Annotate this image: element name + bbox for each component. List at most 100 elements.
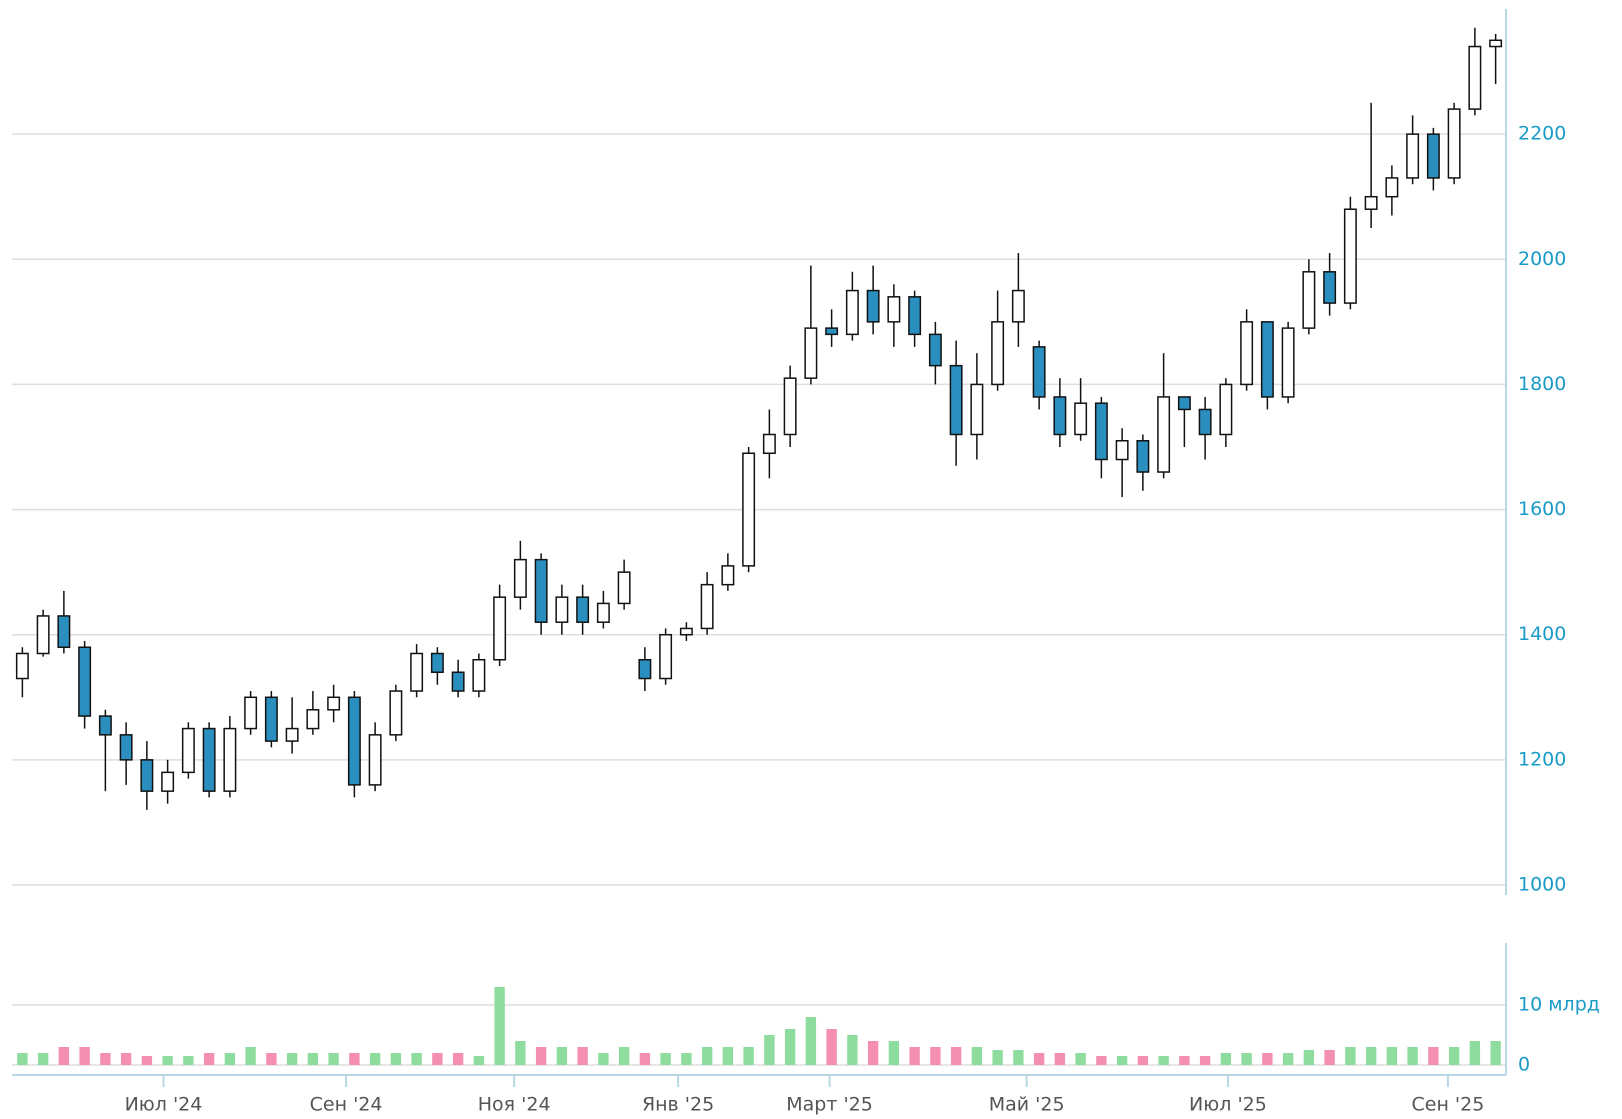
candle-body [244, 696, 258, 730]
volume-bar [722, 1047, 734, 1065]
volume-bar [1365, 1047, 1377, 1065]
candle-body [700, 583, 714, 630]
candle-body [1468, 45, 1482, 110]
candle-body [1343, 208, 1357, 304]
x-tick-label: Сен '25 [1411, 1094, 1484, 1116]
candle-body [1157, 396, 1171, 473]
candle-body [223, 727, 237, 792]
candle-body [1053, 396, 1067, 436]
candle-body [1281, 327, 1295, 398]
volume-bar [681, 1053, 692, 1065]
y-tick-label: 1200 [1518, 748, 1566, 770]
y-tick-label: 0 [1518, 1054, 1530, 1076]
candle-body [679, 627, 693, 636]
candle-body [1323, 271, 1337, 304]
volume-bar [1262, 1053, 1273, 1065]
volume-bar [1116, 1056, 1128, 1065]
volume-bar [971, 1047, 983, 1065]
volume-bar [847, 1035, 858, 1065]
candle-body [1240, 321, 1254, 386]
volume-bar [1158, 1056, 1169, 1065]
volume-bar [183, 1056, 194, 1065]
candle-body [1011, 289, 1025, 323]
candle-body [908, 296, 922, 336]
candle-body [887, 296, 901, 323]
candle-body [410, 652, 424, 692]
candle-body [534, 558, 548, 623]
volume-bar [307, 1053, 319, 1065]
x-tick-label: Ноя '24 [478, 1094, 551, 1116]
candle-body [493, 596, 507, 661]
x-tick-label: Июл '25 [1189, 1094, 1267, 1116]
candle-body [928, 333, 942, 367]
volume-bar [17, 1053, 28, 1065]
candle-body [555, 596, 569, 623]
candle-body [1219, 383, 1233, 436]
candle-body [264, 696, 278, 742]
y-tick-label: 1400 [1518, 623, 1566, 645]
volume-bar [1490, 1041, 1501, 1065]
candle-body [1177, 396, 1191, 411]
candle-body [347, 696, 361, 786]
volume-bar [515, 1041, 526, 1065]
volume-bar [805, 1017, 817, 1065]
candle-body [1447, 108, 1461, 179]
volume-bar [1199, 1056, 1211, 1065]
candle-body [78, 646, 92, 717]
volume-bar [577, 1047, 588, 1065]
candle-body [430, 652, 444, 674]
volume-bar [349, 1053, 360, 1065]
candle-body [721, 565, 735, 586]
candle-body [742, 452, 756, 567]
y-tick-label: 1800 [1518, 373, 1566, 395]
volume-bar [120, 1053, 132, 1065]
volume-bar [286, 1053, 298, 1065]
volume-bar [1220, 1053, 1232, 1065]
volume-bar [473, 1056, 485, 1065]
volume-bar [452, 1053, 464, 1065]
candle-body [368, 734, 382, 786]
volume-bar [764, 1035, 775, 1065]
candle-body [1364, 195, 1378, 210]
y-tick-label: 1600 [1518, 498, 1566, 520]
volume-bar [888, 1041, 900, 1065]
candle-body [762, 433, 776, 455]
volume-bar [660, 1053, 671, 1065]
volume-bar [1013, 1050, 1024, 1065]
candle-body [825, 327, 839, 336]
volume-bar [992, 1050, 1003, 1065]
volume-bar [1096, 1056, 1107, 1065]
y-tick-label: 1000 [1518, 874, 1566, 896]
candle-body [1406, 133, 1420, 179]
candle-body [866, 289, 880, 323]
candle-body [451, 671, 465, 692]
y-tick-label: 2200 [1518, 123, 1566, 145]
candle-body [1426, 133, 1440, 179]
volume-bar [598, 1053, 609, 1065]
x-tick-label: Июл '24 [125, 1094, 203, 1116]
volume-bar [494, 987, 505, 1065]
volume-bar [37, 1053, 49, 1065]
volume-bar [141, 1056, 153, 1065]
candle-body [181, 727, 195, 774]
volume-bar [826, 1029, 837, 1065]
candle-body [1074, 402, 1088, 436]
volume-bar [950, 1047, 962, 1065]
volume-bar [556, 1047, 568, 1065]
volume-bar [639, 1053, 651, 1065]
volume-bar [1241, 1053, 1252, 1065]
candle-body [15, 652, 29, 680]
volume-bar [328, 1053, 339, 1065]
candle-body [804, 327, 818, 379]
candle-body [327, 696, 341, 711]
volume-bar [1324, 1050, 1335, 1065]
volume-bar [390, 1053, 402, 1065]
volume-bar [743, 1047, 754, 1065]
candle-body [57, 615, 71, 648]
volume-bar [1179, 1056, 1190, 1065]
volume-bar [701, 1047, 713, 1065]
candle-body [949, 364, 963, 436]
candle-body [659, 633, 673, 680]
candle-body [783, 377, 797, 436]
